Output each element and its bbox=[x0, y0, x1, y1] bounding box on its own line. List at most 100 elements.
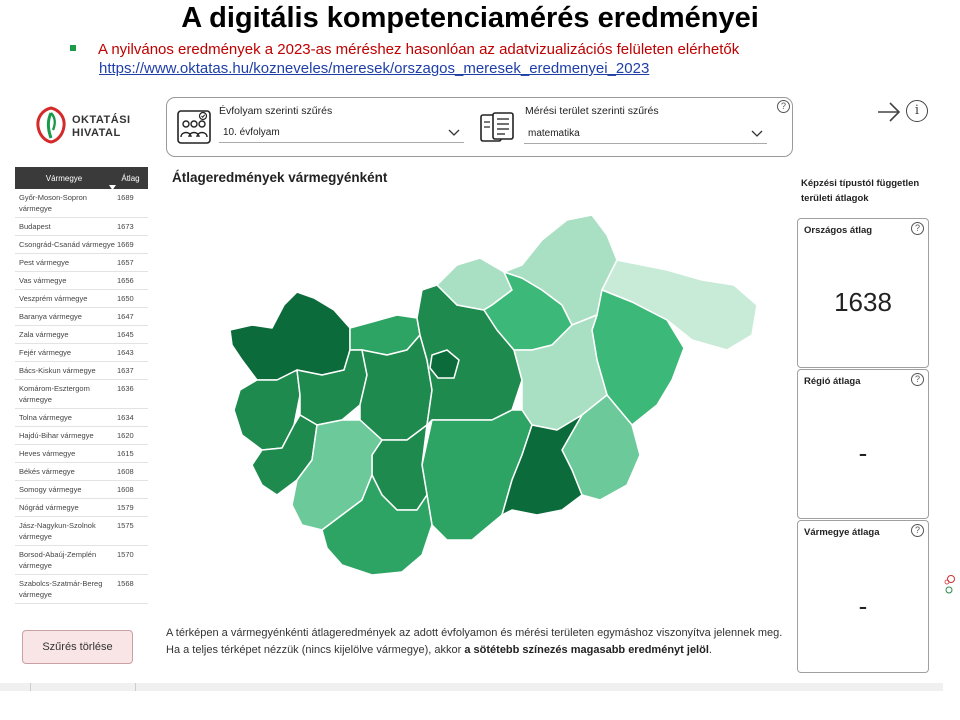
table-row[interactable]: Békés vármegye 1608 bbox=[15, 463, 148, 481]
bullet-note: A nyilvános eredmények a 2023-as méréshe… bbox=[70, 40, 739, 78]
county-budapest[interactable] bbox=[429, 349, 460, 379]
bullet-text: A nyilvános eredmények a 2023-as méréshe… bbox=[98, 41, 740, 58]
table-row[interactable]: Borsod-Abaúj-Zemplén vármegye 1570 bbox=[15, 546, 148, 575]
table-cell-county: Bács-Kiskun vármegye bbox=[19, 366, 96, 375]
side-panel-title: Képzési típustól független területi átla… bbox=[801, 178, 920, 204]
table-row[interactable]: Baranya vármegye 1647 bbox=[15, 308, 148, 326]
table-cell-average: 1669 bbox=[117, 240, 134, 249]
table-cell-average: 1657 bbox=[117, 258, 134, 267]
filter-help-icon[interactable]: ? bbox=[777, 100, 790, 113]
table-cell-average: 1608 bbox=[117, 485, 134, 494]
chevron-down-icon bbox=[751, 130, 763, 137]
map-title: Átlageredmények vármegyénként bbox=[172, 170, 388, 185]
filter-panel: Évfolyam szerinti szűrés 10. évfolyam Mé… bbox=[166, 97, 793, 157]
table-row[interactable]: Veszprém vármegye 1650 bbox=[15, 290, 148, 308]
strip-divider bbox=[135, 683, 136, 691]
oktatasi-hivatal-logo: OKTATÁSI HIVATAL bbox=[34, 104, 144, 150]
grade-filter-value: 10. évfolyam bbox=[223, 127, 280, 138]
table-cell-county: Borsod-Abaúj-Zemplén vármegye bbox=[19, 550, 97, 570]
table-cell-average: 1575 bbox=[117, 521, 134, 530]
sort-desc-icon bbox=[109, 184, 116, 190]
table-cell-county: Somogy vármegye bbox=[19, 485, 82, 494]
table-row[interactable]: Csongrád-Csanád vármegye 1669 bbox=[15, 236, 148, 254]
table-cell-county: Győr-Moson-Sopron vármegye bbox=[19, 193, 87, 213]
table-cell-county: Vas vármegye bbox=[19, 276, 67, 285]
table-row[interactable]: Nógrád vármegye 1579 bbox=[15, 499, 148, 517]
table-cell-average: 1620 bbox=[117, 431, 134, 440]
table-cell-county: Csongrád-Csanád vármegye bbox=[19, 240, 115, 249]
table-row[interactable]: Bács-Kiskun vármegye 1637 bbox=[15, 362, 148, 380]
bottom-scroll-strip bbox=[0, 683, 943, 691]
table-cell-average: 1656 bbox=[117, 276, 134, 285]
info-icon[interactable]: i bbox=[906, 100, 928, 122]
county-baranya[interactable] bbox=[321, 474, 433, 576]
table-cell-county: Pest vármegye bbox=[19, 258, 70, 267]
table-cell-county: Veszprém vármegye bbox=[19, 294, 88, 303]
national-average-help-icon[interactable]: ? bbox=[911, 222, 924, 235]
table-cell-county: Heves vármegye bbox=[19, 449, 76, 458]
table-row[interactable]: Heves vármegye 1615 bbox=[15, 445, 148, 463]
table-cell-county: Tolna vármegye bbox=[19, 413, 72, 422]
table-body: Győr-Moson-Sopron vármegye 1689 Budapest 16… bbox=[15, 189, 148, 604]
region-average-card: Régió átlaga ? - bbox=[797, 369, 929, 519]
table-row[interactable]: Pest vármegye 1657 bbox=[15, 254, 148, 272]
county-csongrad[interactable] bbox=[501, 414, 583, 516]
table-row[interactable]: Komárom-Esztergom vármegye 1636 bbox=[15, 380, 148, 409]
table-row[interactable]: Hajdú-Bihar vármegye 1620 bbox=[15, 427, 148, 445]
table-row[interactable]: Fejér vármegye 1643 bbox=[15, 344, 148, 362]
slide-title: A digitális kompetenciamérés eredményei bbox=[181, 2, 759, 34]
chevron-down-icon bbox=[448, 129, 460, 136]
region-average-value: - bbox=[858, 438, 868, 468]
logo-line-1: OKTATÁSI bbox=[72, 114, 131, 126]
table-cell-county: Békés vármegye bbox=[19, 467, 75, 476]
table-cell-county: Budapest bbox=[19, 222, 51, 231]
results-link[interactable]: https://www.oktatas.hu/kozneveles/merese… bbox=[99, 60, 650, 77]
table-cell-average: 1568 bbox=[117, 579, 134, 588]
logo-mark-icon bbox=[36, 106, 66, 144]
table-cell-county: Fejér vármegye bbox=[19, 348, 72, 357]
table-cell-county: Zala vármegye bbox=[19, 330, 69, 339]
table-cell-average: 1647 bbox=[117, 312, 134, 321]
table-row[interactable]: Szabolcs-Szatmár-Bereg vármegye 1568 bbox=[15, 575, 148, 604]
table-row[interactable]: Vas vármegye 1656 bbox=[15, 272, 148, 290]
table-cell-county: Komárom-Esztergom vármegye bbox=[19, 384, 90, 404]
area-filter-dropdown[interactable]: matematika bbox=[524, 124, 767, 144]
table-row[interactable]: Győr-Moson-Sopron vármegye 1689 bbox=[15, 189, 148, 218]
strip-divider bbox=[30, 683, 31, 691]
grade-filter-dropdown[interactable]: 10. évfolyam bbox=[219, 123, 464, 143]
table-row[interactable]: Somogy vármegye 1608 bbox=[15, 481, 148, 499]
area-filter-label: Mérési terület szerinti szűrés bbox=[525, 105, 659, 117]
table-row[interactable]: Tolna vármegye 1634 bbox=[15, 409, 148, 427]
table-row[interactable]: Budapest 1673 bbox=[15, 218, 148, 236]
footnote-text: A térképen a vármegyénkénti átlageredmén… bbox=[166, 627, 783, 656]
table-row[interactable]: Zala vármegye 1645 bbox=[15, 326, 148, 344]
table-cell-county: Hajdú-Bihar vármegye bbox=[19, 431, 94, 440]
county-gyor-moson-sopron[interactable] bbox=[229, 291, 351, 381]
column-header-county[interactable]: Vármegye bbox=[45, 173, 83, 183]
national-average-label: Országos átlag bbox=[804, 225, 873, 236]
grade-filter-label: Évfolyam szerinti szűrés bbox=[219, 105, 333, 117]
national-average-value: 1638 bbox=[834, 287, 892, 317]
column-header-average[interactable]: Átlag bbox=[109, 173, 148, 190]
county-average-help-icon[interactable]: ? bbox=[911, 524, 924, 537]
footnote-end: . bbox=[708, 644, 712, 656]
decorative-glyph-icon bbox=[944, 575, 955, 594]
table-cell-average: 1579 bbox=[117, 503, 134, 512]
map-footnote: A térképen a vármegyénkénti átlageredmén… bbox=[166, 625, 791, 659]
table-cell-county: Szabolcs-Szatmár-Bereg vármegye bbox=[19, 579, 103, 599]
clear-filters-button[interactable]: Szűrés törlése bbox=[22, 630, 133, 664]
table-cell-county: Baranya vármegye bbox=[19, 312, 82, 321]
area-filter-value: matematika bbox=[528, 128, 580, 139]
table-cell-average: 1608 bbox=[117, 467, 134, 476]
region-average-help-icon[interactable]: ? bbox=[911, 373, 924, 386]
column-header-average-label: Átlag bbox=[121, 173, 140, 183]
table-cell-average: 1637 bbox=[117, 366, 134, 375]
test-sheet-icon bbox=[480, 112, 514, 142]
table-row[interactable]: Jász-Nagykun-Szolnok vármegye 1575 bbox=[15, 517, 148, 546]
arrow-right-icon[interactable] bbox=[877, 101, 901, 123]
table-cell-average: 1650 bbox=[117, 294, 134, 303]
table-cell-average: 1689 bbox=[117, 193, 134, 202]
table-cell-average: 1636 bbox=[117, 384, 134, 393]
table-header: Vármegye Átlag bbox=[15, 167, 148, 190]
region-average-label: Régió átlaga bbox=[804, 376, 861, 387]
